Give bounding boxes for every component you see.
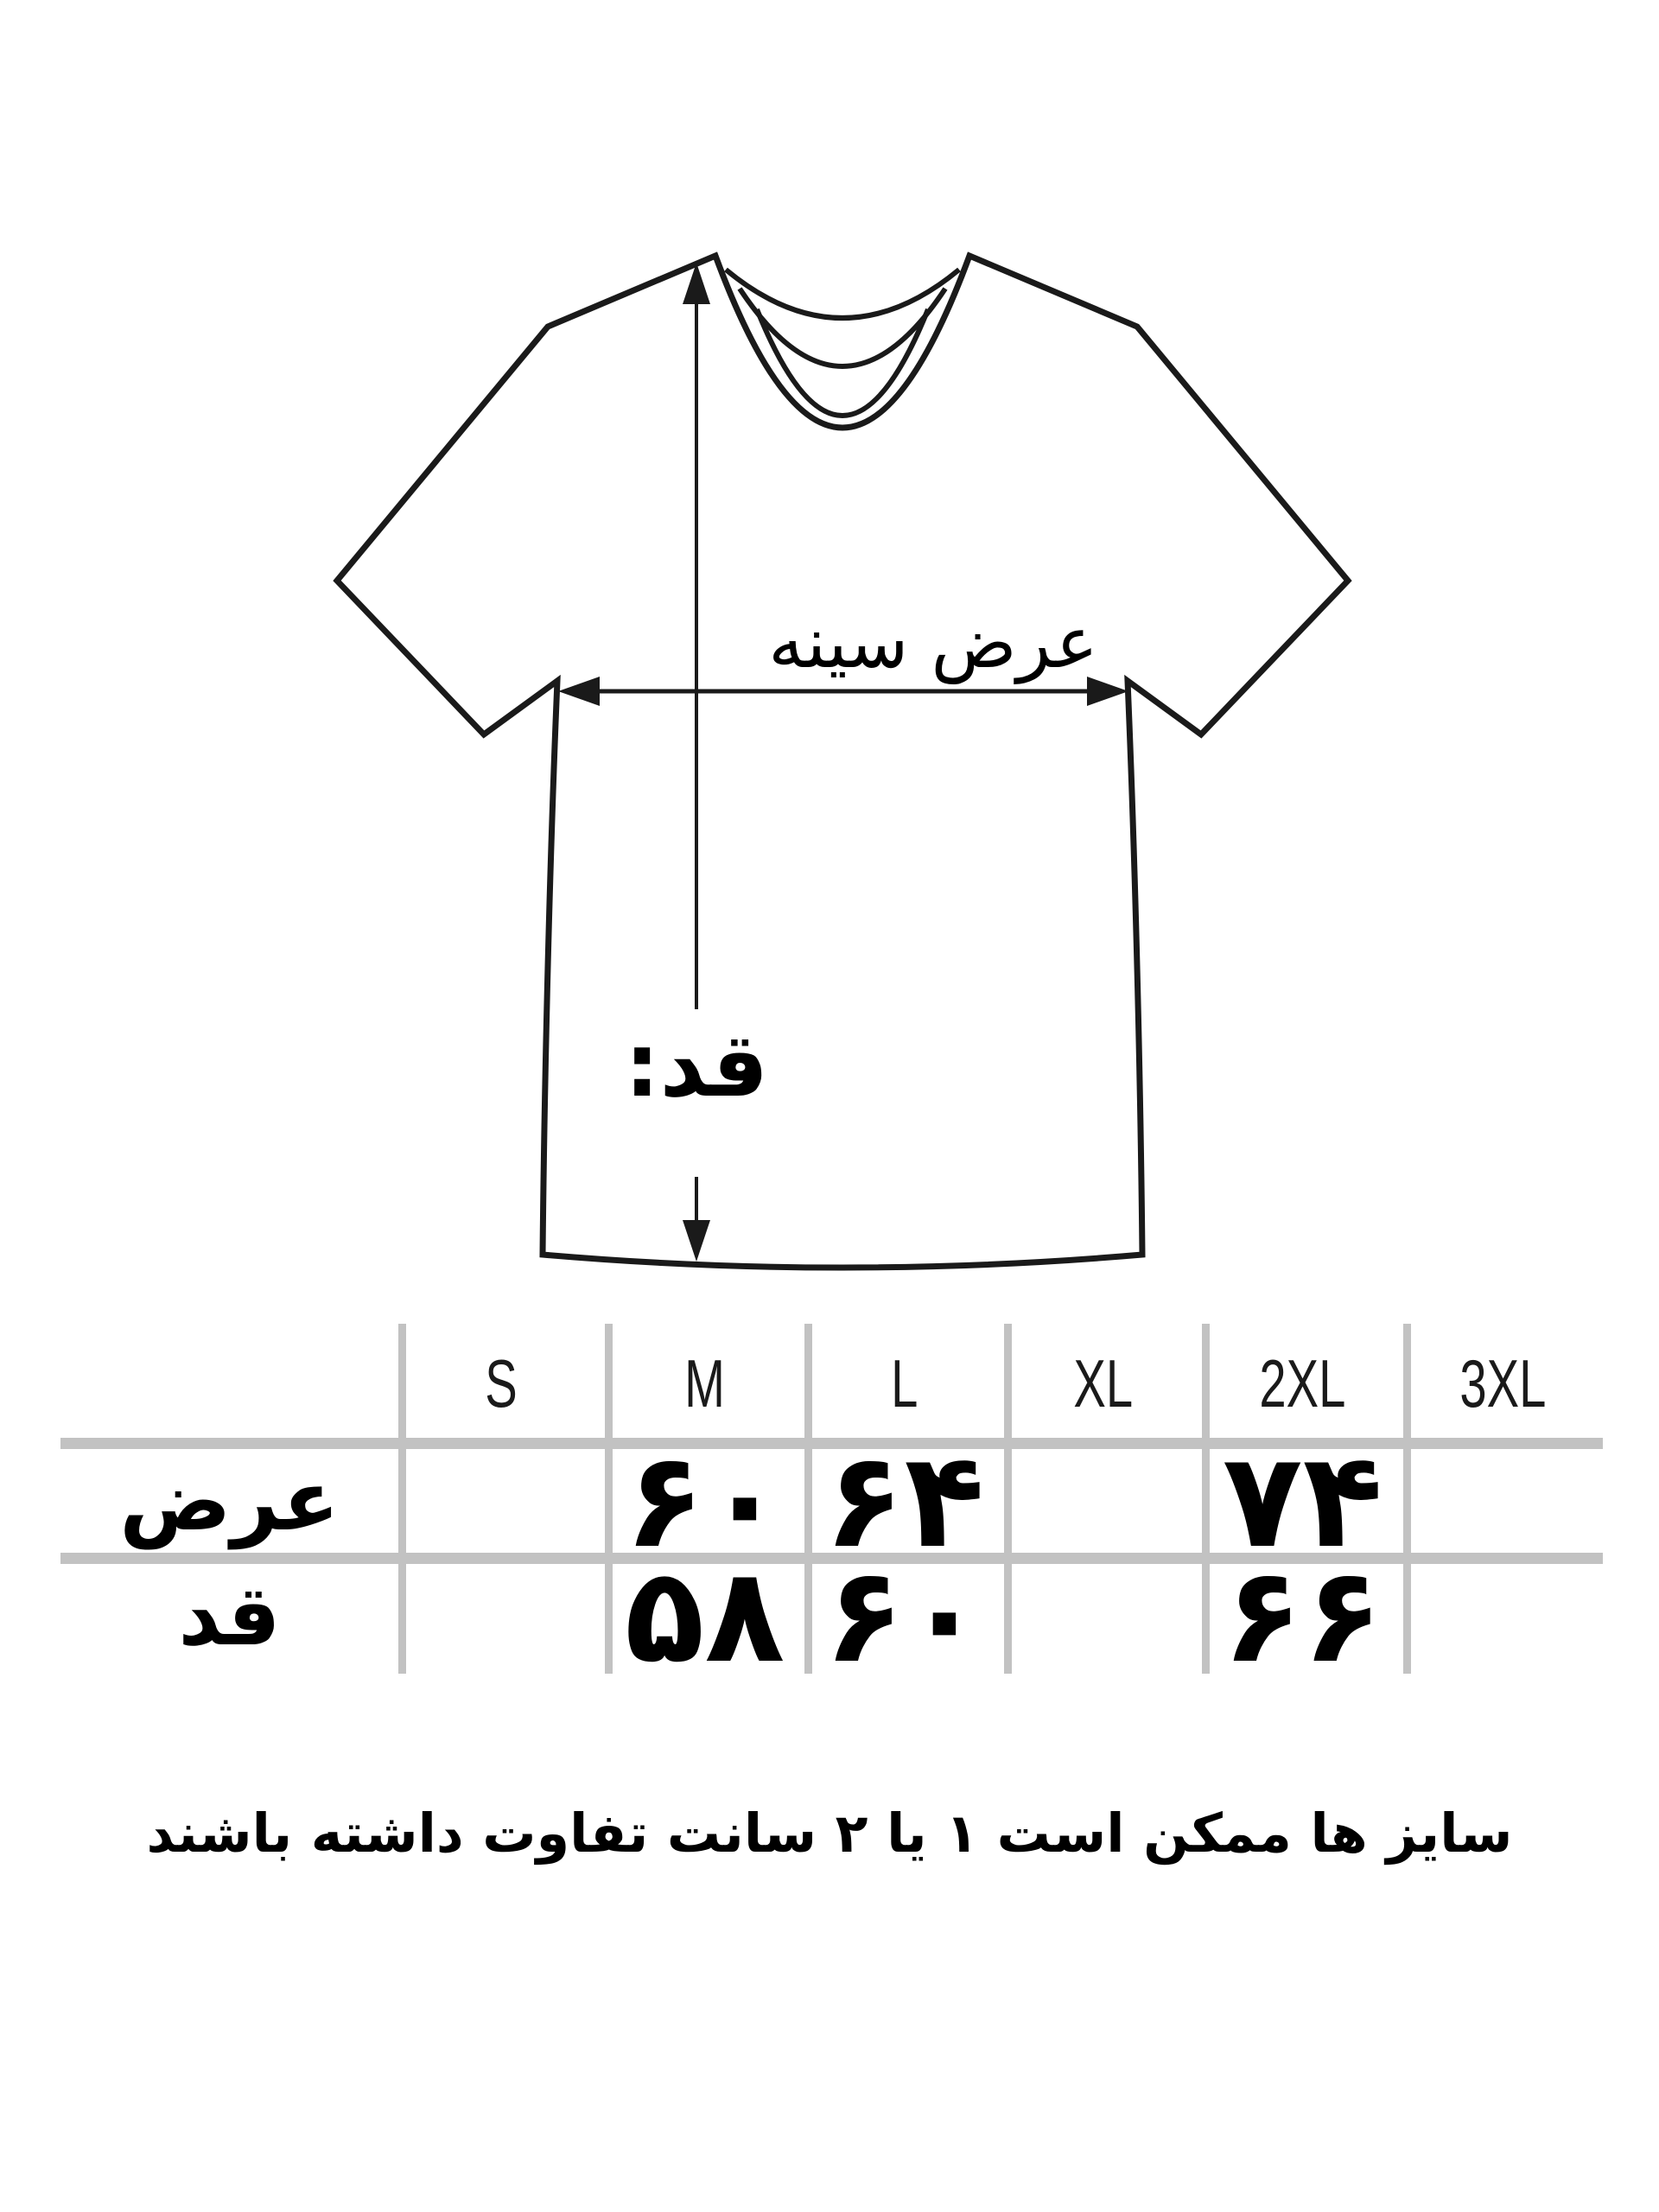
table-gridline-vertical (804, 1324, 812, 1674)
size-header-3xl: 3XL (1459, 1345, 1547, 1421)
size-header-2xl: 2XL (1259, 1345, 1346, 1421)
length-value-xl (1004, 1558, 1202, 1674)
size-header-s: S (485, 1345, 518, 1421)
table-gridline-vertical (605, 1324, 613, 1674)
table-gridline-vertical (398, 1324, 406, 1674)
width-value-m: ۶۰ (624, 1424, 785, 1577)
width-value-xl (1004, 1444, 1202, 1558)
table-gridline-vertical (1202, 1324, 1210, 1674)
collar-ribbing (724, 267, 961, 418)
length-value-l: ۶۰ (823, 1539, 985, 1692)
size-table: S M L XL 2XL 3XL عرض ۶۰ ۶۴ ۷۴ قد ۵۸ ۶۰ ۶… (60, 1324, 1603, 1692)
arrowhead-up-icon (683, 263, 710, 304)
length-value-3xl (1403, 1558, 1603, 1674)
length-label: قد: (624, 1014, 769, 1117)
collar-rib-line (737, 287, 948, 369)
collar-rib-line (724, 267, 961, 321)
table-corner-cell (60, 1324, 398, 1444)
table-gridline-vertical (1004, 1324, 1012, 1674)
collar-rib-line (754, 308, 931, 418)
tolerance-note: سایز ها ممکن است ۱ یا ۲ سانت تفاوت داشته… (146, 1802, 1513, 1865)
row-label-width: عرض (119, 1452, 340, 1549)
length-value-m: ۵۸ (624, 1539, 785, 1692)
row-label-length: قد (178, 1567, 281, 1664)
table-gridline-vertical (1403, 1324, 1411, 1674)
length-value-s (398, 1558, 605, 1674)
chest-width-arrow (558, 677, 1128, 706)
width-value-2xl: ۷۴ (1222, 1424, 1383, 1577)
width-value-3xl (1403, 1444, 1603, 1558)
size-header-xl: XL (1073, 1345, 1133, 1421)
length-arrow (683, 263, 710, 1262)
width-value-l: ۶۴ (823, 1424, 985, 1577)
chest-width-label: عرض سینه (768, 602, 1098, 684)
width-value-s (398, 1444, 605, 1558)
table-gridline-horizontal (60, 1553, 1603, 1564)
size-header-l: L (890, 1345, 918, 1421)
size-header-m: M (684, 1345, 725, 1421)
arrowhead-left-icon (558, 677, 600, 706)
arrowhead-right-icon (1087, 677, 1128, 706)
tshirt-outline (333, 251, 1352, 1271)
table-gridline-horizontal (60, 1438, 1603, 1449)
length-value-2xl: ۶۶ (1222, 1539, 1383, 1692)
arrowhead-down-icon (683, 1220, 710, 1262)
